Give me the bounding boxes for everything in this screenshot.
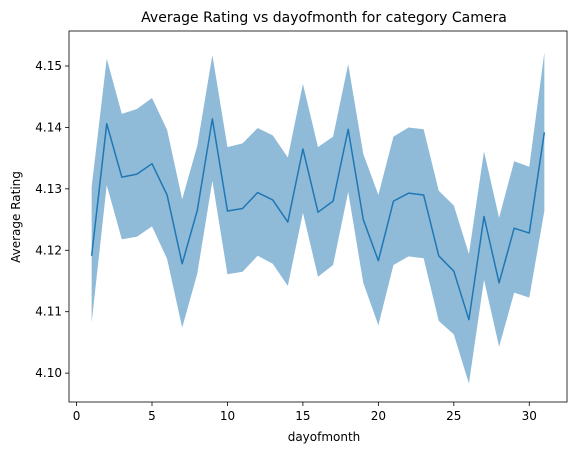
x-tick-label: 0 [73,409,81,423]
y-tick-label: 4.15 [35,59,62,73]
confidence-band [91,52,545,384]
y-tick-label: 4.12 [35,243,62,257]
chart-title: Average Rating vs dayofmonth for categor… [141,10,507,26]
y-tick-label: 4.11 [35,305,62,319]
y-tick-label: 4.14 [35,120,62,134]
series-line [90,118,546,321]
x-tick-label: 30 [522,409,537,423]
y-tick-label: 4.13 [35,182,62,196]
x-axis-label: dayofmonth [288,430,361,444]
x-tick-label: 25 [446,409,461,423]
x-tick-label: 20 [371,409,386,423]
x-tick-label: 15 [295,409,310,423]
axes-frame [68,30,568,403]
x-tick-label: 5 [148,409,156,423]
x-tick-label: 10 [220,409,235,423]
plot-area: 0 5 10 15 20 25 30 4.10 4.11 4.12 4.13 4.14 4.15 [35,30,568,423]
y-axis-label: Average Rating [9,171,23,263]
y-tick-label: 4.10 [35,366,62,380]
